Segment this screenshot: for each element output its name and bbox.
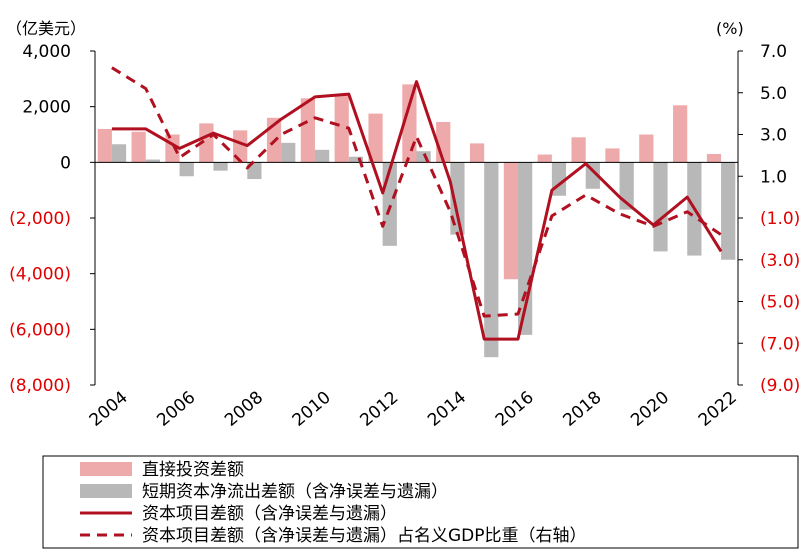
bar-short-term-2020 xyxy=(653,162,668,252)
x-tick-label: 2008 xyxy=(221,388,267,431)
bar-short-term-2006 xyxy=(179,162,194,177)
right-axis-unit: (%) xyxy=(716,19,744,38)
right-tick-label: 1.0 xyxy=(760,167,787,187)
legend-swatch xyxy=(80,462,132,476)
right-tick-label: (7.0) xyxy=(760,334,800,354)
x-tick-label: 2006 xyxy=(153,388,199,431)
bar-short-term-2012 xyxy=(382,162,397,246)
right-tick-label: 3.0 xyxy=(760,126,787,146)
x-tick-label: 2022 xyxy=(695,388,741,431)
x-tick-label: 2012 xyxy=(356,388,402,431)
left-tick-label: (8,000) xyxy=(9,376,71,396)
legend: 直接投资差额短期资本净流出差额（含净误差与遗漏）资本项目差额（含净误差与遗漏）资… xyxy=(42,455,799,549)
bar-short-term-2014 xyxy=(450,162,465,235)
bar-fdi-2018 xyxy=(571,137,586,163)
bar-fdi-2011 xyxy=(334,94,349,163)
bar-fdi-2015 xyxy=(469,143,485,163)
bar-fdi-2017 xyxy=(537,154,552,163)
legend-label: 资本项目差额（含净误差与遗漏）占名义GDP比重（右轴） xyxy=(142,526,587,546)
x-tick-label: 2004 xyxy=(86,388,132,431)
left-axis-unit: （亿美元） xyxy=(6,19,86,38)
left-tick-label: (6,000) xyxy=(9,320,71,340)
x-tick-label: 2020 xyxy=(627,388,673,431)
bar-short-term-2013 xyxy=(416,151,431,163)
bar-short-term-2005 xyxy=(145,159,160,163)
bar-short-term-2019 xyxy=(619,162,634,210)
bar-fdi-2021 xyxy=(673,105,688,163)
x-tick-label: 2010 xyxy=(289,388,335,431)
legend-label: 短期资本净流出差额（含净误差与遗漏） xyxy=(142,482,448,502)
plot-area: 4,000 2,000 0 (2,000) (4,000) (6,000) (8,000) 7… xyxy=(9,42,800,431)
bar-fdi-2010 xyxy=(300,98,315,163)
legend-label: 直接投资差额 xyxy=(142,460,244,480)
right-tick-label: 5.0 xyxy=(760,84,787,104)
bar-fdi-2004 xyxy=(97,128,112,163)
series-line-gdp-ratio xyxy=(111,66,722,318)
bar-short-term-2022 xyxy=(721,162,736,260)
bar-fdi-2022 xyxy=(706,153,722,163)
right-tick-label: 7.0 xyxy=(760,42,787,62)
bar-short-term-2007 xyxy=(213,162,228,171)
right-tick-label: (1.0) xyxy=(760,209,800,229)
bar-short-term-2004 xyxy=(111,144,127,163)
bar-fdi-2019 xyxy=(605,148,620,163)
right-tick-label: (9.0) xyxy=(760,376,800,396)
x-tick-label: 2014 xyxy=(424,388,470,431)
left-tick-label: (2,000) xyxy=(9,209,71,229)
legend-label: 资本项目差额（含净误差与遗漏） xyxy=(142,504,397,524)
bar-fdi-2016 xyxy=(503,162,519,280)
bar-fdi-2005 xyxy=(131,131,146,163)
bar-short-term-2009 xyxy=(281,142,296,163)
bar-fdi-2008 xyxy=(233,130,248,163)
left-tick-label: 4,000 xyxy=(22,42,71,62)
x-tick-label: 2016 xyxy=(492,388,538,431)
bar-short-term-2015 xyxy=(484,162,499,358)
bar-fdi-2012 xyxy=(368,113,383,163)
right-tick-label: (3.0) xyxy=(760,251,800,271)
legend-swatch xyxy=(80,484,132,498)
bar-short-term-2011 xyxy=(348,156,364,163)
legend-box xyxy=(42,455,799,549)
bar-short-term-2008 xyxy=(247,162,262,180)
bar-fdi-2020 xyxy=(639,134,654,163)
bar-short-term-2010 xyxy=(314,149,330,163)
left-tick-label: (4,000) xyxy=(9,265,71,285)
x-tick-label: 2018 xyxy=(559,388,605,431)
right-tick-label: (5.0) xyxy=(760,293,800,313)
left-tick-label: 0 xyxy=(60,153,71,173)
left-tick-label: 2,000 xyxy=(22,98,71,118)
